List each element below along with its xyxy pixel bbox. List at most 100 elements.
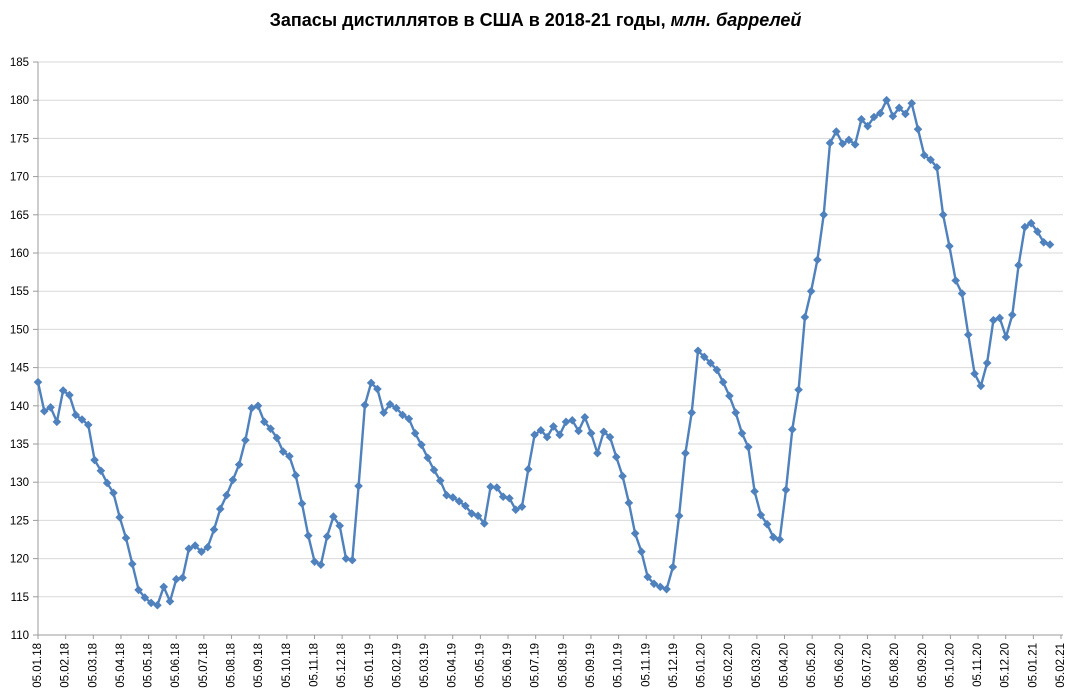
- x-axis-label: 05.12.20: [1000, 643, 1012, 688]
- data-point-marker: [982, 358, 992, 368]
- x-axis-label: 05.02.21: [1055, 643, 1067, 688]
- data-point-marker: [574, 426, 583, 436]
- data-point-marker: [743, 442, 753, 452]
- data-point-marker: [838, 139, 847, 149]
- data-point-marker: [354, 481, 363, 491]
- data-point-marker: [272, 433, 282, 443]
- data-point-marker: [153, 600, 162, 610]
- data-point-marker: [712, 365, 722, 375]
- y-axis-label: 110: [11, 630, 29, 642]
- data-point-marker: [511, 505, 521, 515]
- data-point-marker: [542, 432, 552, 442]
- data-point-marker: [775, 535, 785, 544]
- data-point-marker: [869, 112, 879, 122]
- data-point-marker: [857, 115, 866, 124]
- data-point-marker: [637, 547, 646, 557]
- data-point-marker: [360, 400, 370, 410]
- x-axis-label: 05.09.18: [253, 643, 265, 688]
- data-point-marker: [1014, 260, 1023, 270]
- y-axis-label: 140: [10, 401, 29, 413]
- data-point-marker: [599, 427, 609, 437]
- data-point-marker: [65, 390, 74, 400]
- data-point-marker: [479, 519, 489, 528]
- y-axis-label: 130: [10, 477, 29, 489]
- data-point-marker: [561, 417, 571, 427]
- data-point-marker: [913, 124, 923, 134]
- data-point-marker: [259, 417, 269, 427]
- data-point-marker: [611, 452, 621, 462]
- data-point-marker: [787, 425, 797, 434]
- x-axis-label: 05.11.20: [972, 643, 984, 687]
- data-point-marker: [134, 585, 143, 595]
- data-point-marker: [593, 448, 602, 458]
- data-point-marker: [530, 430, 539, 440]
- data-point-marker: [178, 573, 187, 582]
- x-axis-label: 05.05.20: [806, 643, 818, 688]
- data-point-marker: [674, 511, 684, 521]
- data-point-marker: [278, 447, 288, 456]
- y-axis-label: 175: [10, 133, 29, 145]
- data-point-marker: [486, 482, 495, 492]
- data-point-marker: [825, 138, 835, 148]
- data-point-marker: [762, 519, 772, 529]
- data-point-marker: [926, 155, 935, 165]
- y-axis-label: 135: [10, 439, 29, 451]
- x-axis-label: 05.03.20: [751, 643, 763, 688]
- data-point-marker: [473, 511, 483, 521]
- x-axis-label: 05.05.19: [474, 643, 486, 688]
- data-point-marker: [102, 478, 112, 488]
- data-point-marker: [417, 440, 426, 450]
- x-axis-label: 05.01.19: [364, 643, 376, 688]
- y-axis-label: 160: [10, 248, 29, 260]
- data-point-marker: [725, 391, 734, 401]
- x-axis-label: 05.07.18: [198, 643, 210, 688]
- data-point-marker: [831, 127, 841, 136]
- data-point-marker: [580, 412, 590, 422]
- x-axis-label: 05.06.19: [502, 643, 514, 688]
- data-point-marker: [366, 378, 376, 388]
- data-point-marker: [165, 597, 175, 606]
- data-point-marker: [303, 531, 313, 540]
- data-point-marker: [687, 408, 697, 417]
- data-point-marker: [121, 533, 131, 543]
- data-point-marker: [435, 476, 445, 485]
- data-point-marker: [391, 403, 401, 413]
- y-axis-label: 165: [10, 210, 29, 222]
- data-point-marker: [624, 498, 634, 508]
- data-point-marker: [310, 557, 319, 566]
- data-point-marker: [190, 541, 200, 550]
- data-point-marker: [209, 525, 219, 534]
- data-point-marker: [844, 135, 854, 145]
- data-point-marker: [222, 490, 231, 500]
- data-point-marker: [83, 420, 93, 430]
- data-point-marker: [385, 399, 395, 409]
- data-point-marker: [347, 555, 357, 565]
- data-point-marker: [58, 386, 68, 395]
- data-point-marker: [781, 485, 791, 495]
- data-point-marker: [266, 424, 275, 434]
- data-point-marker: [410, 429, 420, 438]
- chart-title-units: млн. баррелей: [665, 10, 802, 30]
- x-axis-label: 05.06.20: [834, 643, 846, 688]
- x-axis-label: 05.03.18: [87, 643, 99, 688]
- data-point-marker: [932, 163, 942, 172]
- data-point-marker: [429, 465, 439, 475]
- y-axis-label: 185: [10, 57, 29, 69]
- data-point-marker: [247, 403, 257, 413]
- data-point-marker: [215, 504, 225, 514]
- data-point-marker: [461, 501, 470, 511]
- data-point-marker: [850, 140, 860, 149]
- data-point-marker: [1001, 332, 1011, 342]
- data-point-marker: [127, 559, 137, 569]
- data-point-marker: [448, 493, 458, 502]
- data-point-marker: [750, 487, 759, 496]
- data-point-marker: [945, 241, 954, 251]
- x-axis-label: 05.08.19: [557, 643, 569, 688]
- x-axis-label: 05.09.19: [585, 643, 597, 688]
- x-axis-label: 05.12.19: [668, 643, 680, 688]
- y-axis-label: 155: [10, 286, 29, 298]
- data-point-marker: [605, 432, 615, 442]
- data-point-marker: [109, 488, 118, 498]
- x-axis-label: 05.04.18: [115, 643, 127, 688]
